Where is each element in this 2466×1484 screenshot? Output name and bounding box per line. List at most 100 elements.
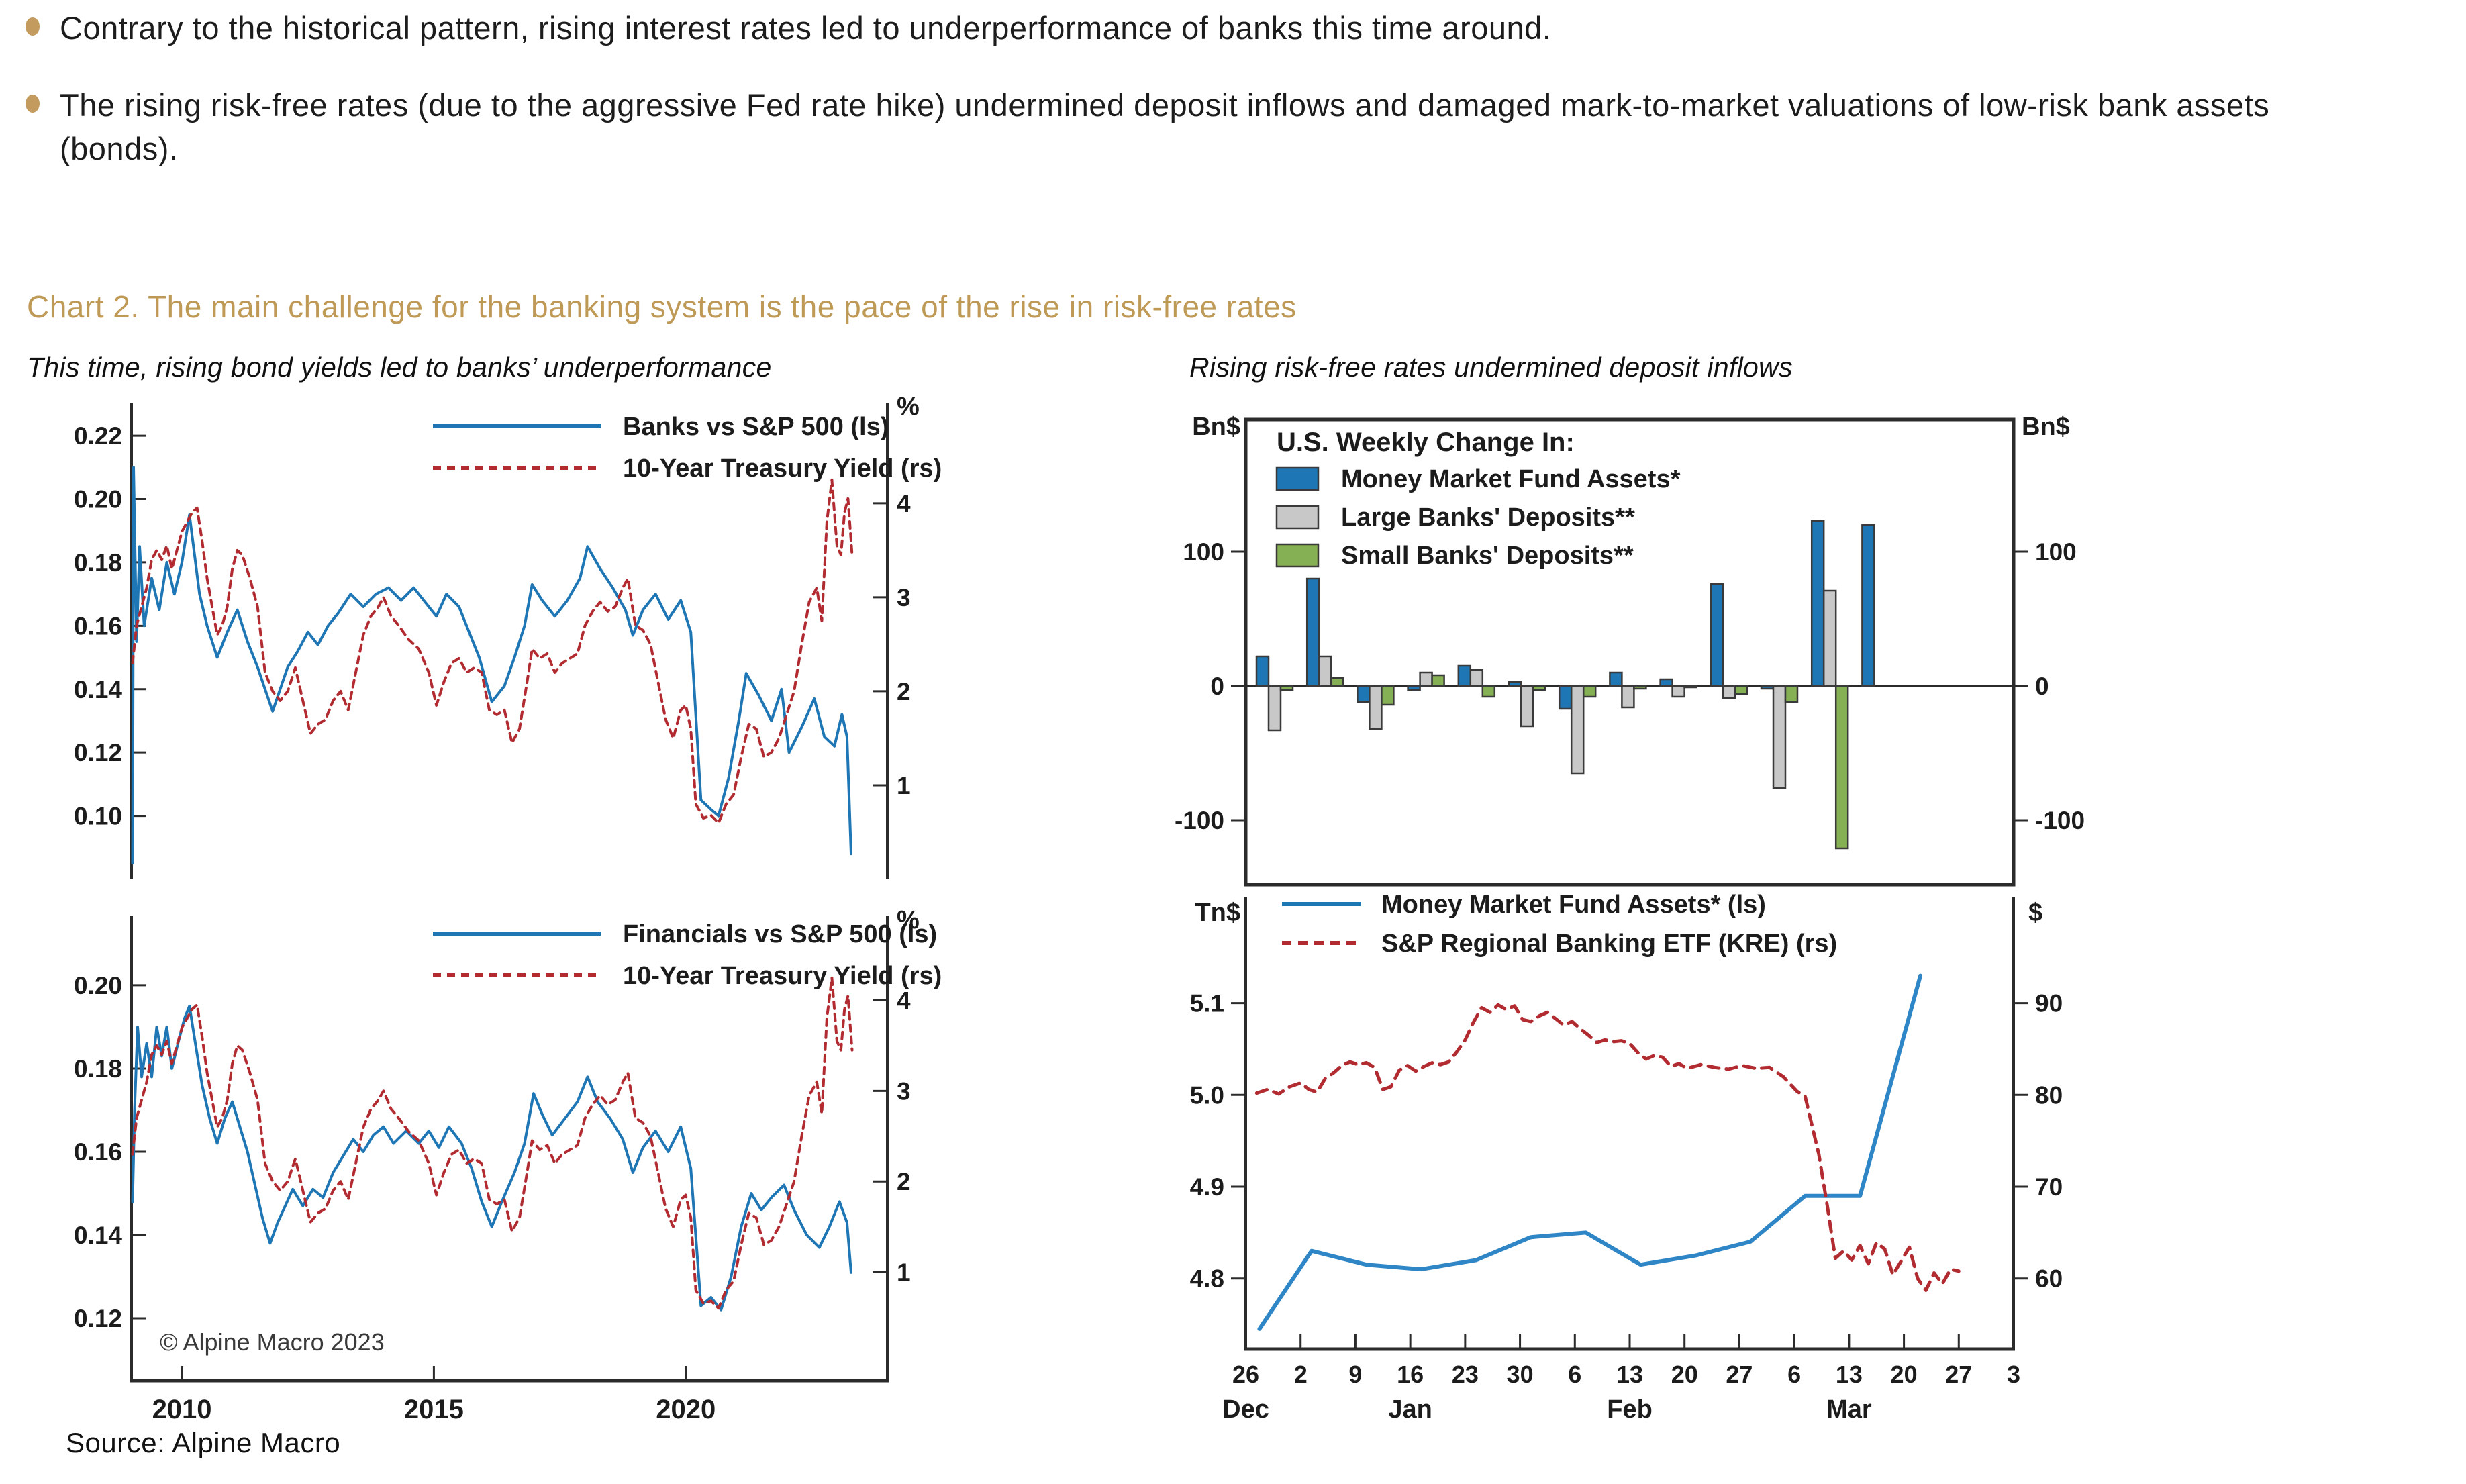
- weekly-change-bars-bar-small-banks-deposits-: [1734, 685, 1748, 695]
- chart-section-title: Chart 2. The main challenge for the bank…: [27, 289, 1297, 324]
- weekly-change-bars-bar-large-banks-deposits-: [1267, 685, 1282, 732]
- financials-vs-sp500-series--year-treasury-yield-rs-: [131, 976, 854, 1310]
- weekly-change-bars-bar-small-banks-deposits-: [1532, 685, 1546, 691]
- weekly-change-bars-bar-small-banks-deposits-: [1330, 677, 1344, 687]
- axis-text: 10-Year Treasury Yield (rs): [623, 454, 942, 483]
- axis-text: 0.20: [74, 486, 122, 513]
- legend-swatch: [1275, 466, 1320, 491]
- bullet-item: Contrary to the historical pattern, risi…: [26, 7, 2442, 50]
- axis-text: 1: [897, 772, 911, 799]
- weekly-change-bars-bar-large-banks-deposits-: [1722, 685, 1736, 699]
- axis-text: $: [2028, 899, 2042, 927]
- axis-text: © Alpine Macro 2023: [160, 1328, 385, 1356]
- axis-text: Banks vs S&P 500 (ls): [623, 413, 889, 441]
- mmf-vs-kre-series-money-market-fund-assets-ls-: [1257, 973, 1923, 1331]
- weekly-change-bars-frame: [1244, 417, 2016, 887]
- axis-text: 100: [2035, 538, 2077, 566]
- weekly-change-bars-bar-money-market-fund-assets-: [1558, 685, 1573, 710]
- weekly-change-bars-bar-large-banks-deposits-: [1520, 685, 1534, 728]
- axis-text: 6: [1568, 1361, 1581, 1388]
- left-chart-subtitle: This time, rising bond yields led to ban…: [27, 352, 772, 383]
- axis-text: 27: [1726, 1361, 1753, 1388]
- weekly-change-bars-bar-large-banks-deposits-: [1822, 589, 1837, 687]
- weekly-change-bars-bar-money-market-fund-assets-: [1861, 524, 1875, 687]
- axis-text: %: [897, 393, 920, 421]
- axis-text: 13: [1616, 1361, 1643, 1388]
- axis-text: %: [897, 906, 920, 934]
- axis-text: Financials vs S&P 500 (ls): [623, 920, 937, 948]
- axis-text: 0.16: [74, 1138, 122, 1166]
- axis-text: 4.9: [1190, 1173, 1224, 1201]
- weekly-change-bars-bar-large-banks-deposits-: [1369, 685, 1383, 730]
- banks-vs-sp500-series-banks-vs-s-p-ls-: [131, 466, 852, 865]
- axis-text: 0.14: [74, 676, 122, 703]
- weekly-change-bars-bar-large-banks-deposits-: [1621, 685, 1635, 709]
- weekly-change-bars-bar-large-banks-deposits-: [1419, 671, 1433, 687]
- weekly-change-bars-bar-small-banks-deposits-: [1431, 674, 1445, 687]
- axis-text: 10-Year Treasury Yield (rs): [623, 962, 942, 990]
- axis-text: 3: [897, 1077, 911, 1105]
- weekly-change-bars-bar-large-banks-deposits-: [1671, 685, 1685, 698]
- axis-text: 0.18: [74, 549, 122, 577]
- bullet-text: Contrary to the historical pattern, risi…: [60, 10, 1552, 46]
- right-chart-subtitle: Rising risk-free rates undermined deposi…: [1189, 352, 1793, 383]
- weekly-change-bars-bar-large-banks-deposits-: [1570, 685, 1585, 775]
- axis-text: 0: [1210, 673, 1224, 700]
- axis-text: -100: [2035, 807, 2085, 834]
- legend-swatch: [1275, 543, 1320, 568]
- weekly-change-bars-bar-money-market-fund-assets-: [1255, 655, 1270, 687]
- axis-text: 0.14: [74, 1222, 122, 1249]
- axis-text: Money Market Fund Assets*: [1341, 465, 1681, 493]
- weekly-change-bars-bar-money-market-fund-assets-: [1357, 685, 1371, 703]
- axis-text: 9: [1348, 1361, 1362, 1388]
- axis-text: Bn$: [2022, 413, 2070, 441]
- weekly-change-bars-bar-money-market-fund-assets-: [1760, 685, 1775, 690]
- bullet-icon: [26, 17, 40, 36]
- axis-text: 3: [897, 584, 911, 611]
- source-note: Source: Alpine Macro: [66, 1427, 341, 1458]
- axis-text: Bn$: [1192, 413, 1240, 441]
- axis-text: Jan: [1388, 1395, 1432, 1424]
- axis-text: 2010: [152, 1395, 212, 1424]
- weekly-change-bars-bar-small-banks-deposits-: [1481, 685, 1496, 698]
- axis-text: 30: [1507, 1361, 1534, 1388]
- axis-text: U.S. Weekly Change In:: [1277, 428, 1575, 457]
- axis-text: 0: [2035, 673, 2049, 700]
- axis-text: 0.22: [74, 422, 122, 450]
- axis-text: 90: [2035, 990, 2063, 1018]
- weekly-change-bars-bar-money-market-fund-assets-: [1810, 520, 1825, 687]
- axis-text: 5.0: [1190, 1081, 1224, 1109]
- axis-text: 20: [1671, 1361, 1698, 1388]
- axis-text: Mar: [1826, 1395, 1872, 1424]
- axis-text: Small Banks' Deposits**: [1341, 542, 1634, 570]
- weekly-change-bars-bar-money-market-fund-assets-: [1609, 671, 1623, 687]
- weekly-change-bars-bar-money-market-fund-assets-: [1407, 685, 1421, 691]
- weekly-change-bars-bar-large-banks-deposits-: [1318, 655, 1332, 687]
- axis-text: 2015: [404, 1395, 464, 1424]
- weekly-change-bars-bar-large-banks-deposits-: [1772, 685, 1787, 789]
- axis-text: 13: [1836, 1361, 1863, 1388]
- axis-text: 0.20: [74, 972, 122, 999]
- axis-text: 16: [1397, 1361, 1424, 1388]
- axis-text: 4: [897, 987, 911, 1014]
- bullet-list: Contrary to the historical pattern, risi…: [26, 7, 2442, 205]
- axis-text: 3: [2007, 1361, 2020, 1388]
- bullet-item: The rising risk-free rates (due to the a…: [26, 84, 2442, 171]
- axis-text: Dec: [1222, 1395, 1269, 1424]
- weekly-change-bars-bar-money-market-fund-assets-: [1659, 678, 1673, 687]
- axis-text: S&P Regional Banking ETF (KRE) (rs): [1381, 930, 1837, 958]
- axis-text: 100: [1183, 538, 1224, 566]
- axis-text: 0.18: [74, 1055, 122, 1083]
- weekly-change-bars-bar-small-banks-deposits-: [1834, 685, 1849, 850]
- axis-text: 4.8: [1190, 1265, 1224, 1293]
- axis-text: 6: [1787, 1361, 1801, 1388]
- axis-text: 2: [897, 678, 911, 705]
- axis-text: 1: [897, 1258, 911, 1286]
- axis-text: 20: [1891, 1361, 1918, 1388]
- axis-text: Tn$: [1195, 899, 1240, 927]
- axis-text: Money Market Fund Assets* (ls): [1381, 891, 1766, 919]
- weekly-change-bars-bar-money-market-fund-assets-: [1710, 583, 1724, 687]
- bullet-text: The rising risk-free rates (due to the a…: [60, 87, 2270, 166]
